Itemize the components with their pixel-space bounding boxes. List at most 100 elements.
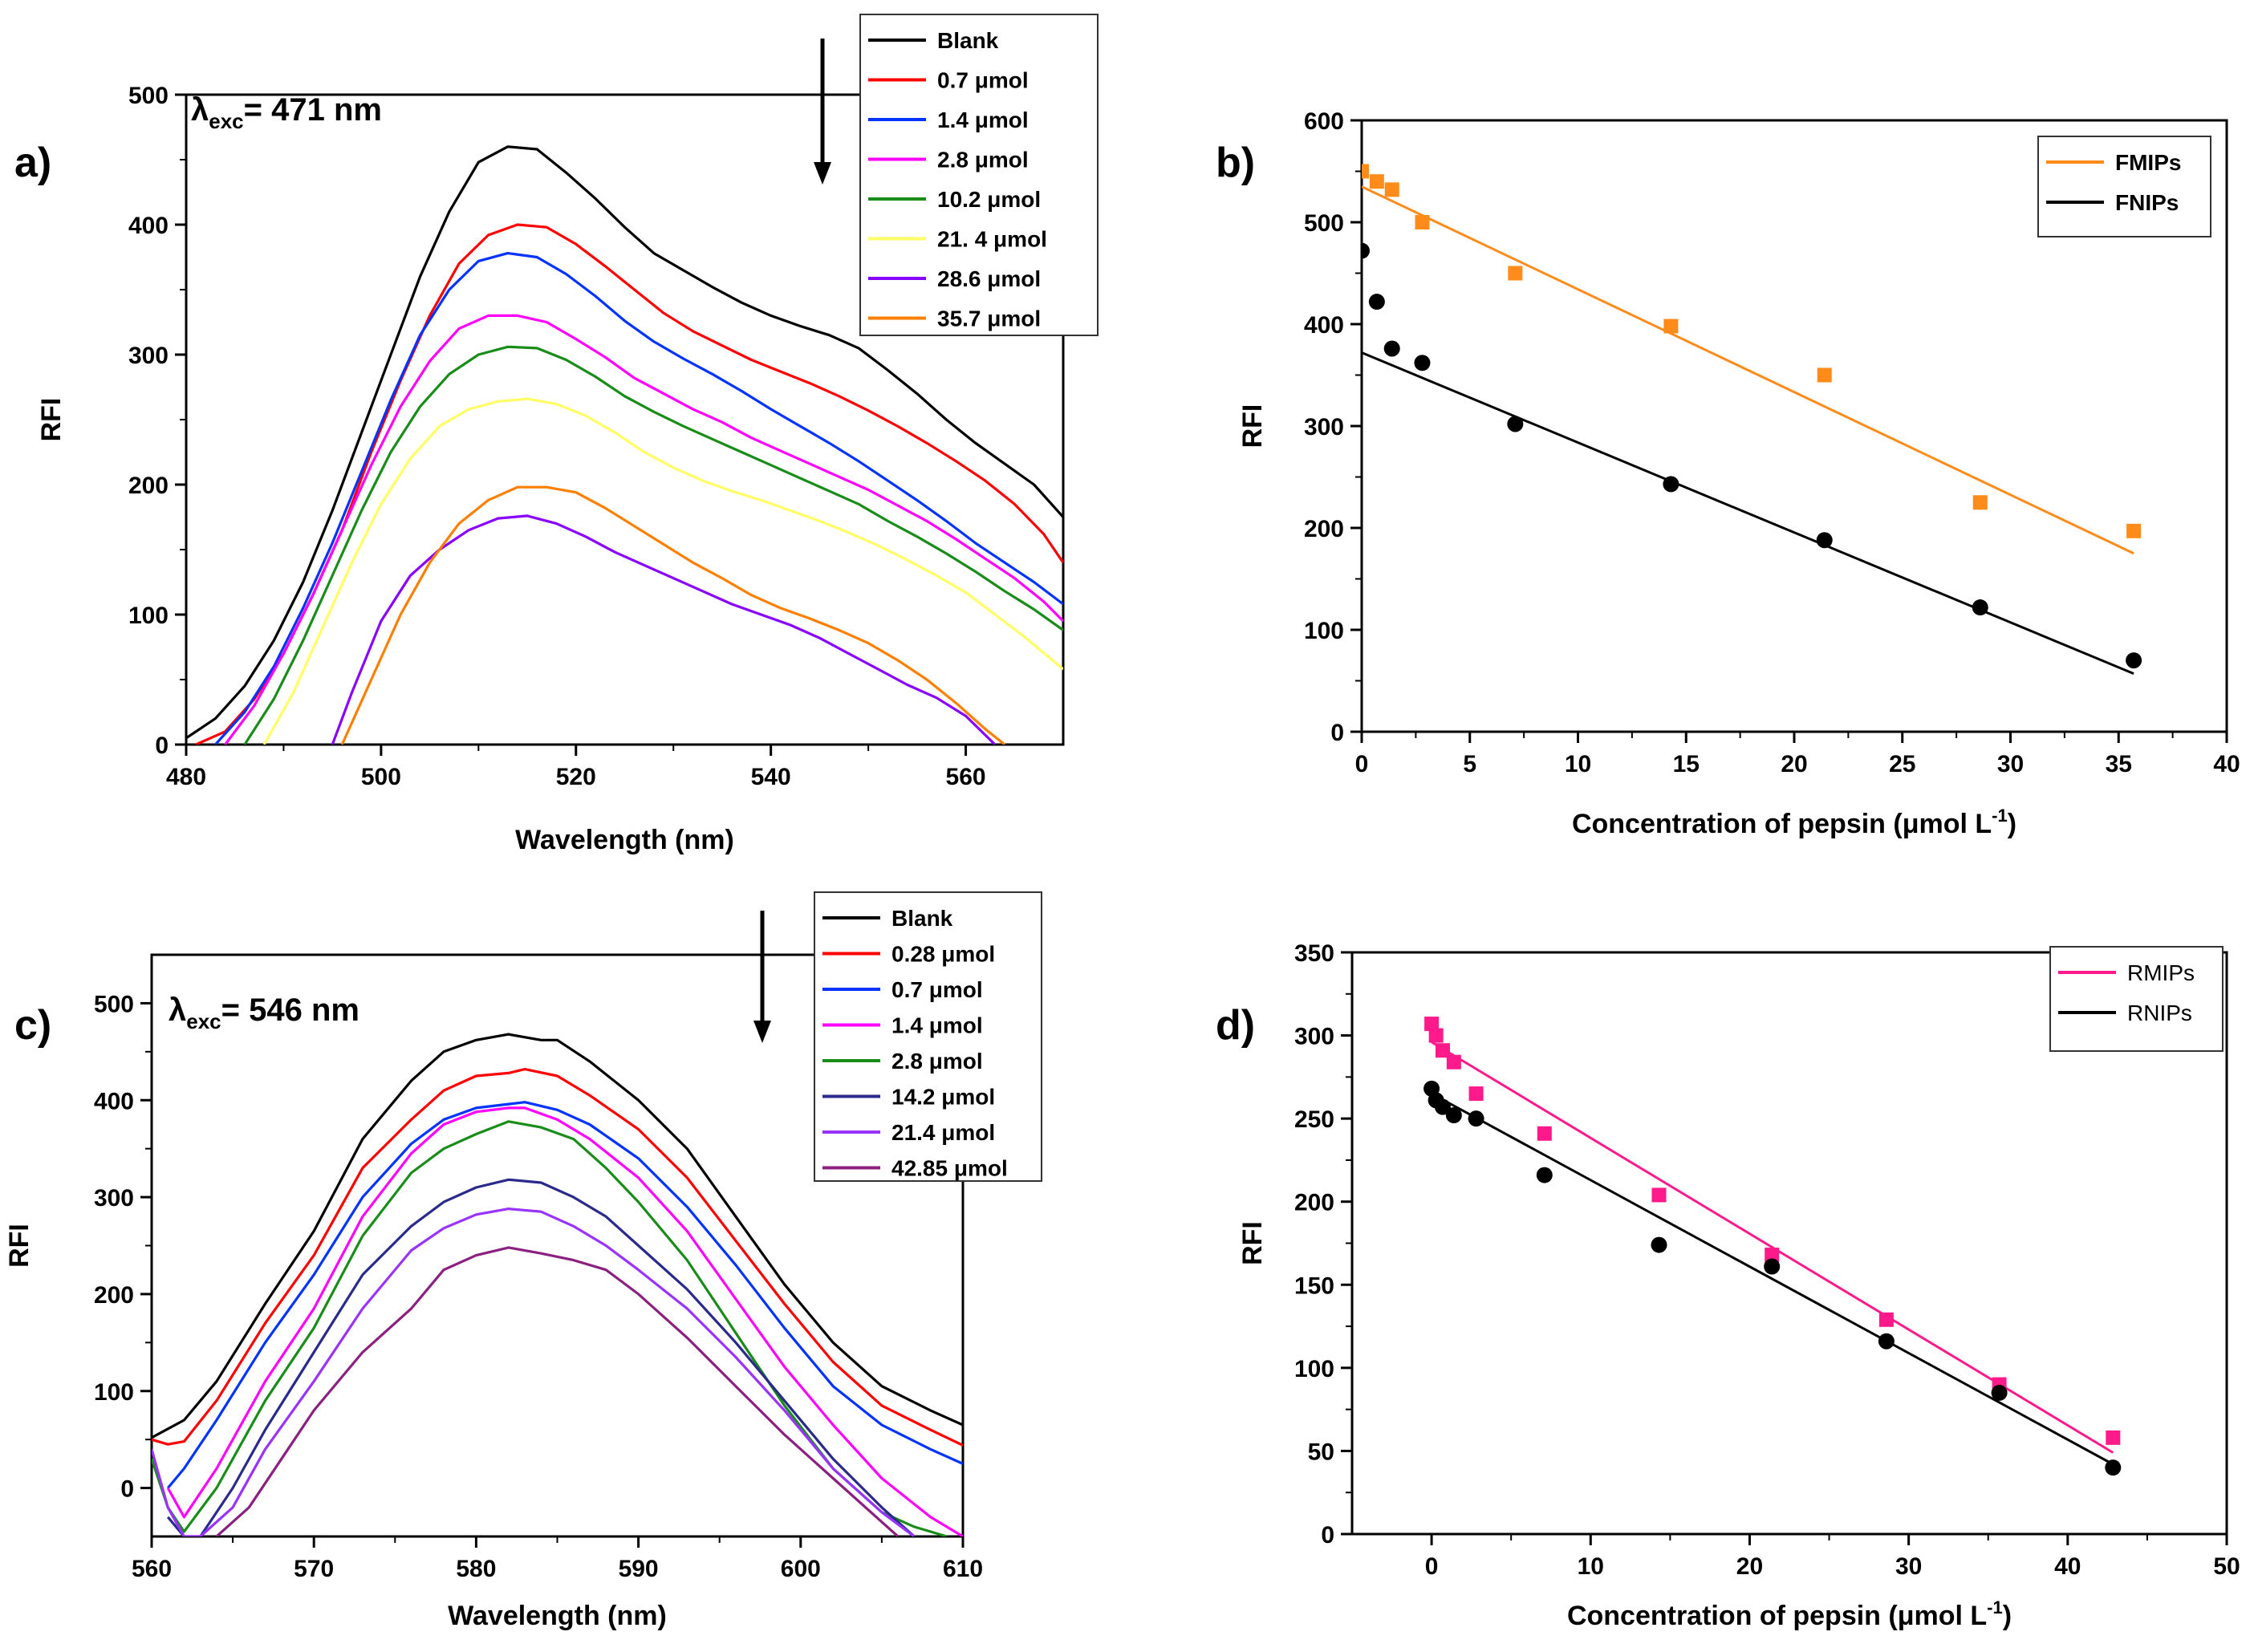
excitation-annotation: λexc= 471 nm <box>191 92 382 133</box>
legend: Blank 0.28 μmol 0.7 μmol 1.4 μmol 2.8 μmol 14… <box>814 891 1042 1182</box>
data-point-rnips <box>1468 1110 1484 1127</box>
panel-a: 480 500 520 540 560 0 100 200 300 400 500 Wavelengt… <box>14 14 1099 855</box>
data-point-fmips <box>1415 215 1430 229</box>
y-tick-label: 300 <box>1294 1024 1334 1050</box>
annotation-sub: exc <box>209 109 243 133</box>
fit-line-fnips <box>1362 351 2134 675</box>
data-point-rnips <box>2105 1459 2122 1476</box>
data-point-rmips <box>1878 1312 1894 1327</box>
y-tick-label: 500 <box>1304 210 1344 237</box>
legend: Blank 0.7 μmol 1.4 μmol 2.8 μmol 10.2 μmol 21… <box>859 14 1099 336</box>
x-axis-label-main: Wavelength (nm) <box>448 1601 667 1631</box>
series-line-14-2-mol <box>166 1178 916 1536</box>
legend-entry: 14.2 μmol <box>891 1085 995 1110</box>
y-axis-label: RFI <box>36 398 67 442</box>
x-tick-label: 10 <box>1565 751 1591 777</box>
panel-label: c) <box>14 1002 51 1049</box>
data-point-fnips <box>1362 242 1370 259</box>
series-line-2-8-mol <box>224 314 1063 745</box>
data-point-rmips <box>1651 1187 1667 1203</box>
y-tick-label: 500 <box>128 83 169 109</box>
x-axis-label: Wavelength (nm) <box>515 825 734 855</box>
data-point-fmips <box>2126 523 2142 538</box>
y-tick-label: 0 <box>1321 1522 1334 1548</box>
x-tick-label: 610 <box>943 1556 983 1582</box>
data-point-rnips <box>1536 1167 1553 1183</box>
data-point-rmips <box>1435 1043 1450 1058</box>
y-tick-label: 400 <box>94 1088 134 1114</box>
data-point-rnips <box>1878 1333 1895 1350</box>
series-line-21-4-mol <box>262 397 1063 745</box>
data-point-rnips <box>1651 1236 1667 1253</box>
annotation-sub: exc <box>186 1009 221 1033</box>
y-tick-label: 200 <box>1294 1190 1334 1216</box>
x-tick-label: 590 <box>619 1556 659 1582</box>
legend-entry: RNIPs <box>2127 1001 2192 1025</box>
y-tick-label: 300 <box>94 1185 134 1212</box>
data-point-rmips <box>1428 1028 1444 1043</box>
data-point-fmips <box>1817 367 1832 383</box>
data-point-rnips <box>1445 1107 1462 1123</box>
series-line-10-2-mol <box>243 345 1063 745</box>
x-tick-label: 560 <box>946 764 986 790</box>
x-tick-label: 50 <box>2213 1553 2240 1580</box>
series-line-35-7-mol <box>340 485 1006 745</box>
plot-area <box>1423 1017 2122 1476</box>
y-tick-label: 600 <box>1304 108 1344 135</box>
legend-entry: 28.6 μmol <box>937 266 1041 291</box>
x-axis-label-sup: -1 <box>1992 806 2008 826</box>
y-tick-label: 300 <box>128 343 169 369</box>
series-line-21-4-mol <box>152 1207 916 1536</box>
annotation-value: = 471 nm <box>244 92 382 128</box>
legend-entry: Blank <box>891 906 953 931</box>
series-line-0-28-mol <box>152 1067 963 1447</box>
data-point-rnips <box>1764 1258 1781 1275</box>
y-tick-label: 200 <box>94 1282 134 1309</box>
fit-line-fmips <box>1362 185 2134 555</box>
x-tick-label: 500 <box>361 764 401 790</box>
x-axis-label: Wavelength (nm) <box>448 1601 667 1631</box>
y-tick-label: 100 <box>1294 1356 1334 1382</box>
x-tick-label: 0 <box>1425 1553 1439 1580</box>
x-axis-label-main: Wavelength (nm) <box>515 825 734 855</box>
data-point-rmips <box>1446 1054 1461 1070</box>
annotation-value: = 546 nm <box>221 992 359 1028</box>
x-axis-label-sup: -1 <box>1987 1597 2003 1617</box>
y-axis-label: RFI <box>4 1224 35 1268</box>
x-tick-label: 30 <box>1895 1553 1922 1580</box>
data-point-rmips <box>1765 1248 1780 1262</box>
series-line-0-7-mol <box>166 1101 963 1489</box>
annotation-symbol: λ <box>169 992 186 1028</box>
x-tick-label: 25 <box>1889 751 1915 777</box>
x-tick-label: 520 <box>556 764 596 790</box>
data-point-rmips <box>1468 1086 1484 1102</box>
legend: FMIPs FNIPs <box>2037 136 2211 237</box>
legend-box <box>2049 946 2224 1052</box>
y-tick-label: 400 <box>128 213 169 239</box>
y-tick-label: 0 <box>1330 720 1344 746</box>
legend-entry: Blank <box>937 28 999 53</box>
panel-b: 0 5 10 15 20 25 30 35 400100200300400500600Conce… <box>1216 108 2240 839</box>
legend: RMIPs RNIPs <box>2049 946 2224 1052</box>
data-point-fnips <box>1663 476 1679 493</box>
x-tick-label: 540 <box>751 764 791 790</box>
x-tick-label: 5 <box>1463 751 1476 777</box>
series-line-1-4-mol <box>214 252 1063 745</box>
legend-entry: 10.2 μmol <box>937 187 1041 212</box>
legend-entry: 42.85 μmol <box>891 1156 1008 1181</box>
x-tick-label: 580 <box>456 1556 496 1582</box>
x-tick-label: 35 <box>2106 751 2132 777</box>
y-tick-label: 200 <box>1304 516 1344 542</box>
data-point-fmips <box>1384 182 1399 197</box>
series-line-blank <box>186 145 1063 740</box>
x-axis-label: Concentration of pepsin (μmol L-1) <box>1572 806 2016 839</box>
data-point-rnips <box>1991 1384 2008 1401</box>
panel-d: 0 10 20 30 40 50 0 50 100 150 200 250 300 350 Concentr… <box>1216 940 2240 1631</box>
y-axis-label: RFI <box>1237 404 1268 449</box>
y-tick-label: 300 <box>1304 414 1344 440</box>
data-point-fmips <box>1369 174 1384 189</box>
legend-entry: 0.7 μmol <box>891 977 983 1002</box>
data-point-fnips <box>1507 416 1524 432</box>
y-tick-label: 500 <box>94 991 134 1017</box>
